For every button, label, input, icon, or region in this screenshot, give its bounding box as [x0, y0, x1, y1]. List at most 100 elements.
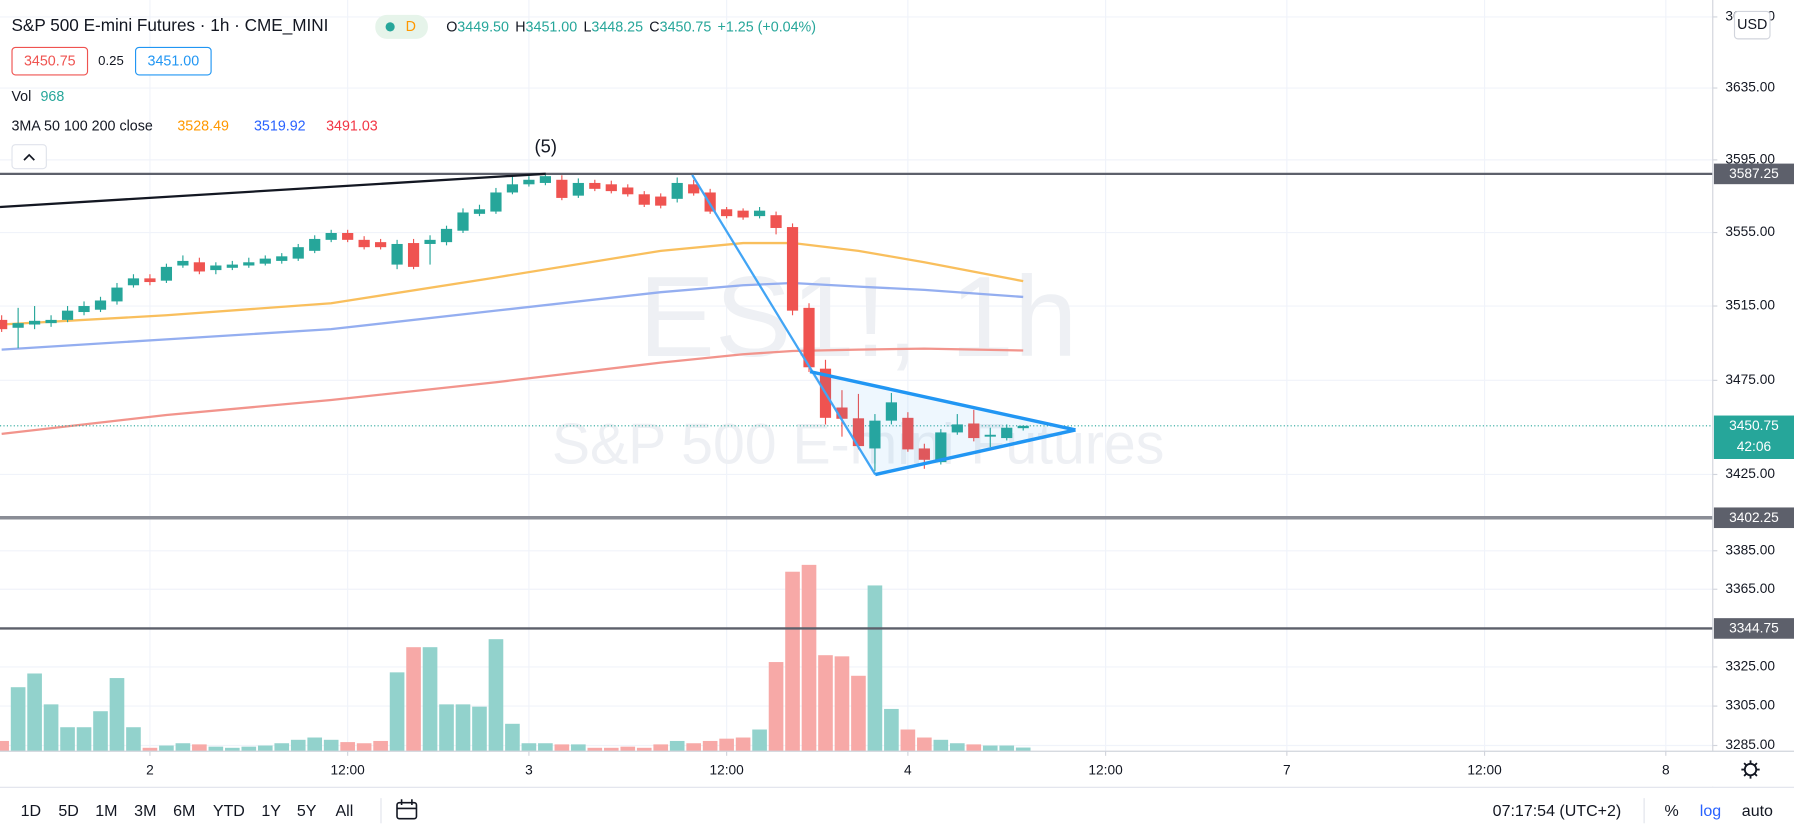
volume-bar [999, 745, 1015, 752]
range-button[interactable]: 5D [58, 803, 78, 820]
volume-bar [949, 743, 965, 752]
candle-body [160, 266, 173, 281]
date-range-button[interactable] [396, 799, 418, 820]
collapse-icon[interactable] [23, 153, 35, 161]
candle-body [753, 210, 766, 217]
range-button[interactable]: 6M [173, 803, 195, 820]
range-button[interactable]: 5Y [297, 803, 317, 820]
spread: 0.25 [98, 53, 124, 68]
volume-bar [538, 743, 553, 752]
level-label: 3587.25 [1729, 166, 1779, 181]
volume-bar [735, 737, 751, 752]
volume-label: Vol [11, 89, 31, 105]
calendar-icon-lines[interactable] [397, 799, 417, 810]
candle-body [638, 194, 650, 205]
buy-price[interactable]: 3451.00 [148, 54, 200, 70]
candle-body [358, 239, 370, 248]
volume-bar [818, 655, 833, 752]
volume-bar [834, 656, 850, 752]
volume-bar [554, 744, 570, 752]
volume-bar [488, 639, 504, 752]
market-status[interactable] [375, 14, 428, 39]
volume-legend: Vol 968 [11, 89, 64, 105]
volume-bar [587, 747, 603, 752]
volume-bar [636, 747, 652, 752]
volume-bar [175, 743, 191, 752]
collapse-button[interactable] [11, 144, 47, 170]
y-tick-label: 3515.00 [1725, 298, 1775, 313]
range-button[interactable]: 3M [134, 803, 156, 820]
scale-button[interactable]: % [1664, 803, 1678, 820]
currency-box[interactable] [1733, 10, 1771, 40]
currency[interactable]: USD [1737, 17, 1767, 33]
volume-bar [620, 746, 636, 752]
ma-legend: 3MA 50 100 200 close [11, 119, 152, 135]
candle-body [309, 238, 321, 251]
candle-body [589, 182, 601, 189]
buy-button[interactable] [135, 46, 212, 76]
x-tick-label: 3 [525, 762, 533, 777]
range-button[interactable]: 1D [21, 803, 41, 820]
market-badge[interactable]: D [406, 19, 416, 35]
volume-bar [439, 704, 454, 752]
candle-body [869, 420, 881, 449]
volume-bar [159, 745, 174, 752]
price-levels [0, 172, 1713, 630]
watermark-symbol: ES1!, 1h [639, 253, 1078, 381]
candle-body [407, 243, 420, 267]
sell-button[interactable] [11, 46, 89, 76]
volume-bar [1015, 747, 1031, 752]
ohlc-key: L [583, 19, 591, 35]
range-button[interactable]: 1Y [261, 803, 281, 820]
candle-body [770, 215, 782, 228]
x-tick-label: 12:00 [330, 762, 365, 777]
range-button[interactable]: YTD [213, 803, 245, 820]
range-button[interactable]: 1M [95, 803, 117, 820]
price-badge [1713, 415, 1794, 459]
watermark: ES1!, 1h S&P 500 E-mini Futures [552, 253, 1164, 476]
candle-body [572, 182, 584, 196]
volume-pane [0, 564, 1031, 752]
candle-body [523, 179, 535, 185]
scale-button[interactable]: log [1700, 803, 1721, 820]
y-tick-label: 3475.00 [1725, 372, 1775, 387]
y-tick-label: 3305.00 [1725, 698, 1775, 713]
y-tick-label: 3385.00 [1725, 542, 1775, 557]
volume-bar [653, 744, 669, 752]
candle-body [193, 262, 205, 272]
candle-body [292, 247, 304, 259]
volume-bar [356, 743, 372, 752]
candle-body [951, 424, 963, 433]
volume-bar [307, 737, 323, 752]
volume-bar [93, 711, 108, 752]
sell-price[interactable]: 3450.75 [24, 54, 76, 70]
ma-value: 3528.49 [177, 119, 229, 135]
volume-bar [60, 727, 75, 752]
volume-bar [867, 585, 883, 752]
candle-body [210, 265, 222, 271]
bar-countdown: 42:06 [1737, 439, 1772, 454]
volume-bar [208, 746, 224, 752]
gear-teeth[interactable] [1741, 760, 1760, 779]
x-tick-label: 12:00 [1088, 762, 1123, 777]
triangle-upper [809, 369, 1076, 432]
volume-bar [917, 737, 932, 752]
volume-bar [274, 743, 290, 752]
candle-body [276, 256, 288, 261]
candle-body [12, 323, 24, 328]
clock[interactable]: 07:17:54 (UTC+2) [1493, 803, 1622, 820]
settings-button[interactable] [1741, 760, 1760, 779]
volume-bar [505, 723, 520, 752]
volume-bar [851, 675, 866, 752]
drop-line [691, 174, 877, 476]
candle-body [0, 319, 8, 330]
volume-bar [257, 745, 273, 752]
volume-bar [225, 747, 240, 752]
calendar-icon[interactable] [396, 801, 418, 820]
time-axis-bg [0, 751, 1794, 787]
scale-button[interactable]: auto [1742, 803, 1773, 820]
y-tick-label: 3595.00 [1725, 152, 1775, 167]
range-button[interactable]: All [335, 803, 353, 820]
market-dot [385, 22, 395, 32]
